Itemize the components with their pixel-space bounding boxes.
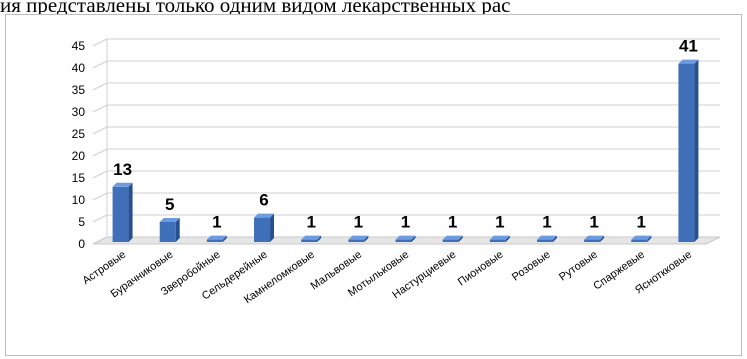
gridline-depth xyxy=(92,82,108,91)
y-tick-label: 20 xyxy=(72,149,86,163)
bar-top xyxy=(678,59,699,64)
bar-side xyxy=(128,182,133,242)
bar-top xyxy=(584,235,605,240)
y-tick-label: 15 xyxy=(72,171,86,185)
bar-top xyxy=(536,235,557,240)
bar-side xyxy=(270,213,275,242)
x-category-label: Пионовые xyxy=(456,249,506,289)
bar-top xyxy=(206,235,227,240)
bar-side xyxy=(458,235,463,242)
bar-top xyxy=(301,235,322,240)
y-tick-label: 40 xyxy=(72,61,86,75)
gridline-depth xyxy=(92,38,108,47)
bar xyxy=(395,235,416,242)
bar-side xyxy=(694,59,699,242)
bar-side xyxy=(175,218,180,242)
data-label: 1 xyxy=(306,213,315,232)
bar xyxy=(631,235,652,242)
bar-side xyxy=(505,235,510,242)
bar-side xyxy=(411,235,416,242)
data-label: 1 xyxy=(637,213,646,232)
gridline-depth xyxy=(92,170,108,179)
bar-side xyxy=(552,235,557,242)
bar-top xyxy=(395,235,416,240)
bar-top xyxy=(348,235,369,240)
bar-top xyxy=(159,218,180,222)
bar-front xyxy=(112,186,129,242)
y-tick-label: 45 xyxy=(72,39,86,53)
x-axis-categories: АстровыеБурачниковыеЗверобойныеСельдерей… xyxy=(80,249,694,306)
bar xyxy=(254,213,275,242)
gridline-depth xyxy=(92,104,108,113)
bar-top xyxy=(631,235,652,240)
bar-front xyxy=(395,239,412,242)
y-tick-label: 5 xyxy=(78,215,85,229)
y-tick-label: 30 xyxy=(72,105,86,119)
data-label: 6 xyxy=(259,191,268,210)
bar-top xyxy=(442,235,463,240)
data-label: 5 xyxy=(165,195,174,214)
bar xyxy=(489,235,510,242)
bar xyxy=(206,235,227,242)
x-category-label: Рутовые xyxy=(557,249,600,284)
data-label: 13 xyxy=(113,160,132,179)
bar-front xyxy=(348,239,365,242)
bar xyxy=(584,235,605,242)
bar xyxy=(536,235,557,242)
y-axis-ticks: 0 5 10 15 20 25 30 35 40 45 xyxy=(72,39,86,251)
bar-front xyxy=(206,239,223,242)
bar-side xyxy=(317,235,322,242)
gridline-depth xyxy=(92,60,108,69)
data-label: 1 xyxy=(212,213,221,232)
bar-top xyxy=(112,182,133,187)
bar-front xyxy=(254,217,271,242)
y-tick-label: 35 xyxy=(72,83,86,97)
chart-gridlines xyxy=(92,38,720,245)
bar xyxy=(678,59,699,242)
data-label: 1 xyxy=(542,213,551,232)
bar-side xyxy=(222,235,227,242)
bar-front xyxy=(536,239,553,242)
bar-front xyxy=(159,222,176,242)
bar xyxy=(442,235,463,242)
bar-side xyxy=(364,235,369,242)
y-tick-label: 0 xyxy=(78,237,85,251)
bar-top xyxy=(489,235,510,240)
y-tick-label: 10 xyxy=(72,193,86,207)
gridline-depth xyxy=(92,192,108,201)
x-category-label: Розовые xyxy=(510,249,553,284)
bar-front xyxy=(584,239,601,242)
bar-front xyxy=(489,239,506,242)
bar-front xyxy=(301,239,318,242)
gridline-depth xyxy=(92,148,108,157)
y-tick-label: 25 xyxy=(72,127,86,141)
bar-front xyxy=(442,239,459,242)
bar-side xyxy=(600,235,605,242)
data-label: 1 xyxy=(589,213,598,232)
data-label: 1 xyxy=(354,213,363,232)
gridline-depth xyxy=(92,126,108,135)
bar-front xyxy=(631,239,648,242)
data-label: 41 xyxy=(679,37,698,56)
data-label: 1 xyxy=(401,213,410,232)
data-label: 1 xyxy=(448,213,457,232)
bar-front xyxy=(678,63,695,242)
document-text-line: ия представлены только одним видом лекар… xyxy=(0,0,511,17)
bar xyxy=(159,218,180,242)
bar xyxy=(112,182,133,242)
bar xyxy=(348,235,369,242)
chart-bars xyxy=(112,59,699,242)
bar xyxy=(301,235,322,242)
gridline-depth xyxy=(92,214,108,223)
bar-top xyxy=(254,213,275,218)
data-label: 1 xyxy=(495,213,504,232)
bar-side xyxy=(647,235,652,242)
